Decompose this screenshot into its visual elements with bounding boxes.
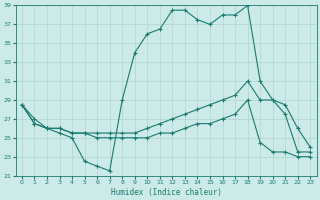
X-axis label: Humidex (Indice chaleur): Humidex (Indice chaleur): [111, 188, 221, 197]
